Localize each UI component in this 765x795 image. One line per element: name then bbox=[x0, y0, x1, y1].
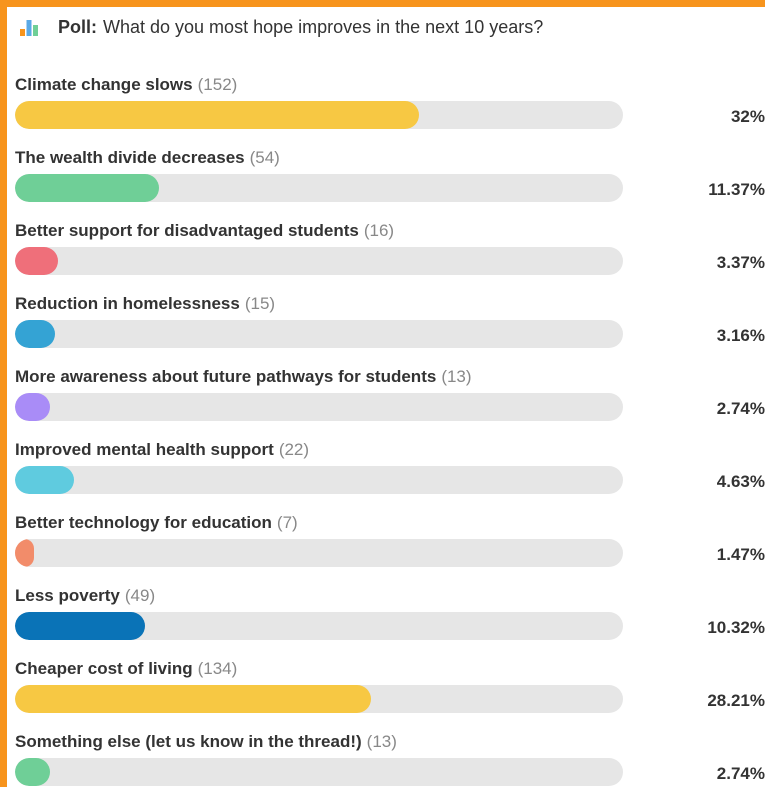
frame-border-left bbox=[0, 0, 7, 787]
poll-option-text: More awareness about future pathways for… bbox=[15, 367, 437, 386]
poll-option[interactable]: Reduction in homelessness (15) 3.16% bbox=[15, 284, 765, 357]
poll-option[interactable]: Cheaper cost of living (134) 28.21% bbox=[15, 649, 765, 722]
poll-option-count: (22) bbox=[278, 440, 310, 459]
poll-option-percent: 2.74% bbox=[716, 399, 765, 418]
bar-chart-icon bbox=[20, 20, 38, 36]
poll-option-percent: 2.74% bbox=[716, 764, 765, 783]
poll-option-count: (13) bbox=[441, 367, 472, 386]
poll-option-label: Climate change slows (152) bbox=[15, 75, 237, 95]
poll-option-text: Improved mental health support bbox=[15, 440, 274, 459]
poll-option-count: (54) bbox=[249, 148, 280, 167]
poll-option-text: Better technology for education bbox=[15, 513, 272, 532]
poll-option-text: Reduction in homelessness bbox=[15, 294, 240, 313]
poll-option-label: More awareness about future pathways for… bbox=[15, 367, 472, 387]
poll-option-bar-fill bbox=[15, 393, 50, 421]
poll-option-bar-fill bbox=[15, 101, 420, 129]
poll-option-bar-track bbox=[15, 612, 623, 640]
poll-option-count: (49) bbox=[124, 586, 156, 605]
poll-option-percent: 3.37% bbox=[716, 253, 765, 272]
poll-option-bar-fill bbox=[15, 320, 55, 348]
poll-option[interactable]: Less poverty (49) 10.32% bbox=[15, 576, 765, 649]
poll-option-label: Improved mental health support (22) bbox=[15, 440, 309, 460]
poll-question: What do you most hope improves in the ne… bbox=[103, 16, 544, 37]
poll-card: Poll: What do you most hope improves in … bbox=[7, 7, 765, 787]
poll-option-count: (15) bbox=[244, 294, 276, 313]
poll-option-count: (134) bbox=[197, 659, 238, 678]
poll-option-bar-track bbox=[15, 685, 623, 713]
poll-option-label: Better support for disadvantaged student… bbox=[15, 221, 394, 241]
poll-option-percent: 1.47% bbox=[716, 545, 765, 564]
poll-option-bar-track bbox=[15, 101, 623, 129]
poll-option-percent: 32% bbox=[730, 107, 765, 126]
poll-option[interactable]: Climate change slows (152) 32% bbox=[15, 65, 765, 138]
poll-option-bar-track bbox=[15, 466, 623, 494]
poll-option[interactable]: Something else (let us know in the threa… bbox=[15, 722, 765, 795]
poll-option-percent: 28.21% bbox=[707, 691, 765, 710]
poll-option-bar-track bbox=[15, 539, 623, 567]
poll-option-count: (13) bbox=[366, 732, 397, 751]
poll-option-bar-track bbox=[15, 393, 623, 421]
poll-option-bar-track bbox=[15, 758, 623, 786]
poll-option-label: Something else (let us know in the threa… bbox=[15, 732, 397, 752]
poll-option-label: Reduction in homelessness (15) bbox=[15, 294, 275, 314]
poll-option-percent: 3.16% bbox=[716, 326, 765, 345]
poll-option[interactable]: Improved mental health support (22) 4.63% bbox=[15, 430, 765, 503]
poll-option-bar-track bbox=[15, 320, 623, 348]
poll-option[interactable]: More awareness about future pathways for… bbox=[15, 357, 765, 430]
poll-option-bar-fill bbox=[15, 612, 146, 640]
poll-option-text: Less poverty bbox=[15, 586, 120, 605]
poll-option[interactable]: The wealth divide decreases (54) 11.37% bbox=[15, 138, 765, 211]
poll-option-count: (16) bbox=[363, 221, 395, 240]
poll-option-text: Something else (let us know in the threa… bbox=[15, 732, 362, 751]
poll-option[interactable]: Better support for disadvantaged student… bbox=[15, 211, 765, 284]
poll-option-label: Cheaper cost of living (134) bbox=[15, 659, 237, 679]
poll-option-label: Less poverty (49) bbox=[15, 586, 155, 606]
poll-option-bar-fill bbox=[15, 685, 372, 713]
poll-option-bar-track bbox=[15, 174, 623, 202]
poll-option-bar-fill bbox=[15, 174, 159, 202]
poll-option-bar-fill bbox=[15, 539, 34, 567]
poll-label: Poll: bbox=[58, 16, 97, 37]
poll-option[interactable]: Better technology for education (7) 1.47% bbox=[15, 503, 765, 576]
poll-option-text: The wealth divide decreases bbox=[15, 148, 245, 167]
poll-option-bar-fill bbox=[15, 758, 50, 786]
poll-option-text: Climate change slows bbox=[15, 75, 193, 94]
poll-option-bar-fill bbox=[15, 466, 74, 494]
poll-option-bar-track bbox=[15, 247, 623, 275]
poll-option-text: Better support for disadvantaged student… bbox=[15, 221, 359, 240]
poll-option-percent: 10.32% bbox=[707, 618, 765, 637]
poll-option-count: (152) bbox=[197, 75, 238, 94]
poll-option-text: Cheaper cost of living bbox=[15, 659, 193, 678]
poll-options-list: Climate change slows (152) 32% The wealth d… bbox=[15, 65, 765, 795]
poll-option-label: The wealth divide decreases (54) bbox=[15, 148, 280, 168]
poll-option-label: Better technology for education (7) bbox=[15, 513, 298, 533]
poll-option-bar-fill bbox=[15, 247, 58, 275]
poll-option-count: (7) bbox=[276, 513, 298, 532]
poll-option-percent: 4.63% bbox=[716, 472, 765, 491]
poll-option-percent: 11.37% bbox=[708, 180, 765, 199]
poll-header: Poll: What do you most hope improves in … bbox=[18, 15, 543, 39]
frame-border-top bbox=[0, 0, 765, 7]
